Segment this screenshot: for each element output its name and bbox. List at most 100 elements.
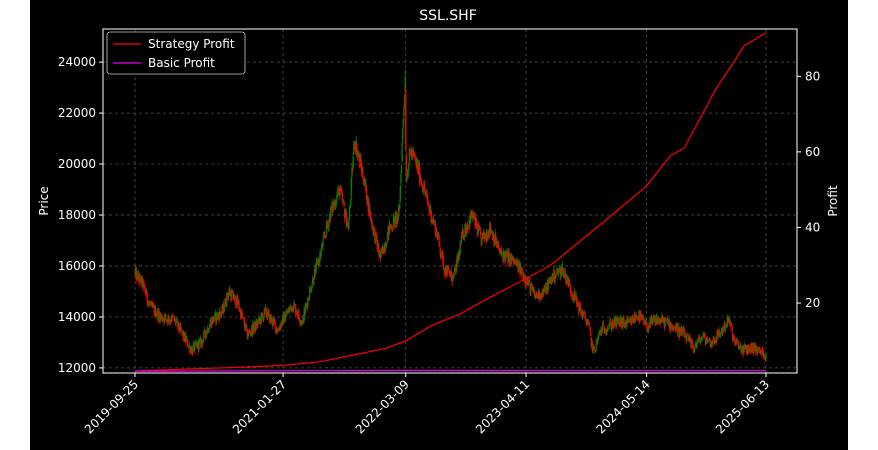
candle-body — [715, 339, 718, 343]
candle-body — [168, 316, 170, 323]
candle-body — [680, 327, 683, 330]
candle-body — [679, 330, 681, 336]
candle-body — [370, 212, 372, 220]
candle-body — [300, 321, 302, 322]
candle-body — [231, 291, 233, 299]
candle-body — [455, 259, 458, 272]
candle-body — [505, 251, 507, 253]
candle-body — [504, 253, 507, 260]
candle-body — [427, 202, 429, 206]
candle-body — [594, 349, 597, 352]
candle-body — [186, 339, 189, 347]
candle-body — [386, 232, 389, 242]
candle-body — [418, 166, 421, 183]
candle-body — [209, 323, 211, 327]
candle-body — [363, 183, 365, 185]
candle-body — [205, 332, 208, 337]
candle-body — [337, 187, 339, 193]
candle-body — [332, 203, 334, 211]
candle-body — [756, 349, 759, 353]
candle-body — [402, 119, 405, 127]
candle-body — [622, 317, 625, 319]
candle-body — [295, 306, 297, 315]
candle-body — [293, 303, 296, 305]
candle-body — [672, 328, 675, 330]
candle-body — [601, 325, 603, 333]
candle-body — [742, 346, 745, 354]
candle-body — [579, 302, 581, 306]
candle-body — [759, 347, 761, 349]
candle-body — [390, 225, 392, 227]
candle-body — [556, 269, 559, 271]
candle-body — [707, 341, 709, 343]
candle-body — [171, 315, 173, 321]
candle-body — [422, 191, 425, 192]
candle-body — [207, 328, 209, 333]
candle-body — [305, 304, 308, 306]
candle-body — [694, 343, 696, 347]
candle-body — [264, 306, 267, 309]
candle-body — [362, 170, 364, 179]
candle-body — [182, 332, 184, 334]
candle-body — [741, 347, 743, 352]
candle-body — [371, 220, 373, 228]
candle-body — [181, 330, 183, 334]
candle-body — [611, 327, 613, 330]
candle-body — [631, 317, 634, 318]
candle-body — [516, 260, 519, 264]
candle-body — [151, 301, 153, 303]
candle-body — [560, 273, 562, 277]
candle-body — [180, 325, 182, 330]
candle-body — [365, 182, 367, 186]
candle-body — [389, 225, 392, 229]
candle-body — [138, 274, 140, 280]
candle-body — [354, 145, 356, 146]
legend: Strategy Profit Basic Profit — [106, 31, 246, 75]
candle-body — [212, 317, 215, 322]
candle-body — [569, 284, 571, 290]
legend-frame — [106, 31, 246, 75]
candle-body — [692, 348, 695, 351]
candle-body — [282, 314, 284, 316]
candle-body — [600, 328, 602, 330]
candle-body — [732, 335, 735, 341]
candle-body — [711, 342, 713, 347]
candle-body — [325, 221, 328, 235]
candle-body — [582, 311, 585, 315]
candle-body — [374, 231, 377, 241]
candle-body — [226, 293, 229, 298]
candle-body — [350, 199, 352, 204]
candle-body — [266, 314, 268, 316]
candle-body — [609, 320, 612, 322]
candle-body — [148, 301, 150, 303]
candle-body — [385, 245, 388, 246]
candle-body — [391, 226, 393, 230]
candle-body — [443, 267, 445, 269]
candle-body — [650, 317, 652, 324]
candle-body — [399, 186, 402, 201]
candle-body — [507, 251, 510, 262]
candle-body — [445, 268, 447, 276]
candle-body — [645, 321, 648, 324]
candle-body — [203, 329, 206, 331]
candle-body — [574, 298, 577, 299]
candle-body — [206, 332, 208, 334]
candle-body — [365, 185, 368, 201]
candle-body — [172, 316, 174, 318]
candle-body — [293, 302, 295, 309]
candle-body — [309, 287, 311, 289]
candle-body — [404, 75, 406, 92]
candle-body — [538, 291, 541, 300]
candle-body — [336, 194, 339, 195]
candle-body — [322, 234, 325, 240]
candle-body — [440, 254, 442, 256]
candle-body — [731, 327, 733, 333]
candle-body — [261, 314, 264, 316]
candle-body — [249, 331, 251, 333]
candle-body — [765, 354, 767, 359]
candle-body — [156, 315, 158, 317]
candle-body — [369, 210, 371, 214]
candle-body — [292, 307, 294, 312]
candle-body — [592, 347, 594, 351]
candle-body — [643, 319, 645, 324]
